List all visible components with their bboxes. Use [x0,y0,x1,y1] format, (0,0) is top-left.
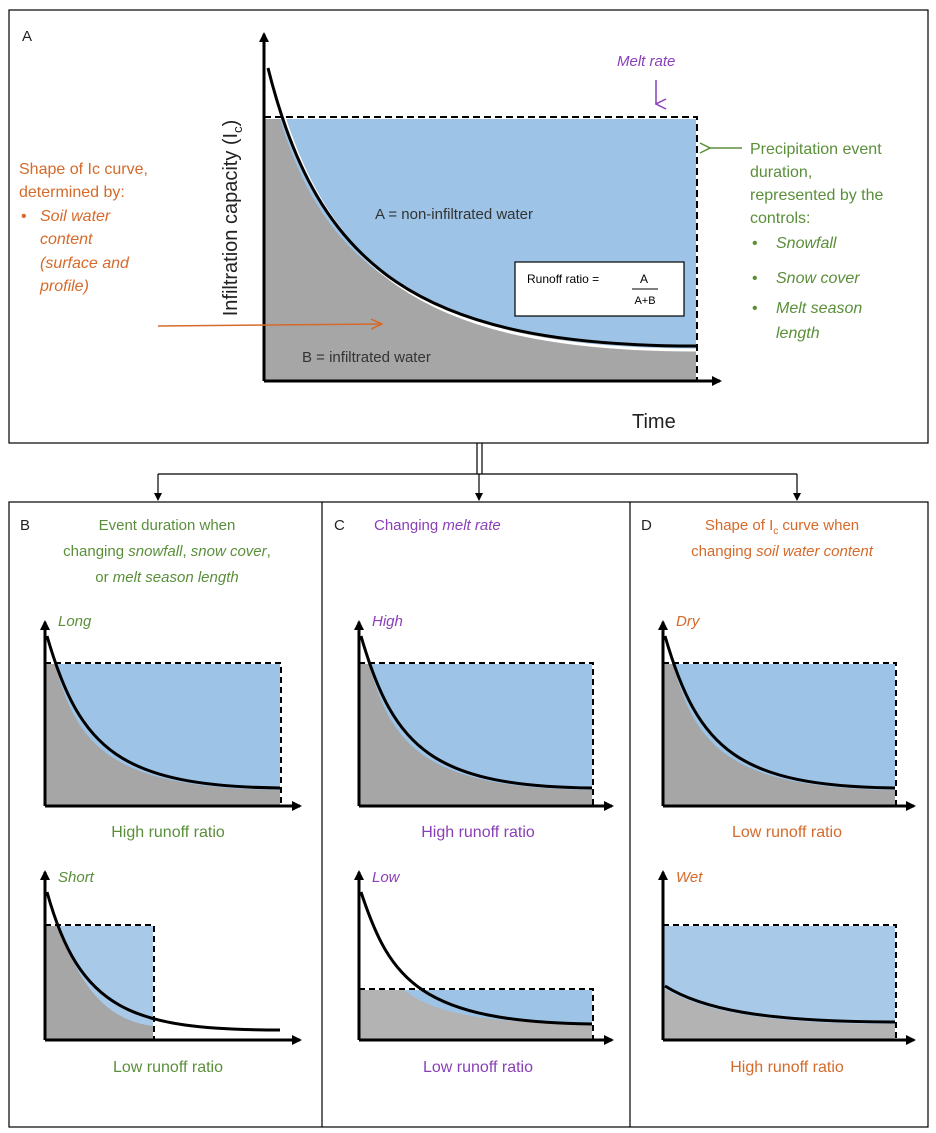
panel-b: B Event duration when changing snowfall,… [20,517,302,1076]
event-duration-note-line1: Precipitation event [750,141,882,158]
panel-d-title-line1: Shape of Ic curve when [705,517,859,537]
panel-d-top-curve [663,635,896,790]
panel-b-bottom-dashed [45,924,155,1040]
panel-d-bottom-gray [663,988,895,1040]
panel-b-title-line2: changing snowfall, snow cover, [63,543,271,560]
panel-c: C Changing melt rate High High runoff ra… [334,517,614,1076]
panel-c-bottom-label: Low [372,869,401,886]
panel-b-top-gray [45,664,280,806]
panel-d-letter: D [641,517,652,534]
ic-shape-note-item4: profile) [39,278,89,295]
panel-c-bottom-curve [359,891,593,1026]
panel-b-title-line1: Event duration when [99,517,236,534]
panel-c-letter: C [334,517,345,534]
ic-shape-arrow [157,324,382,326]
event-duration-bullet-2: • [752,270,758,287]
panel-b-bottom-curve [45,891,281,1032]
panel-d-bottom-caption: High runoff ratio [730,1059,844,1076]
event-duration-bullet-3: • [752,300,758,317]
event-duration-note: Precipitation event duration, represente… [750,141,884,342]
panel-b-bottom-gray [45,926,153,1040]
area-b-fill [264,119,696,381]
panel-b-top-label: Long [58,613,92,630]
runoff-ratio-label: Runoff ratio = [527,272,599,286]
panel-b-letter: B [20,517,30,534]
event-duration-item-snowfall: Snowfall [776,235,837,252]
event-duration-note-line2: duration, [750,164,812,181]
panel-d-title-line2: changing soil water content [691,543,874,560]
ic-shape-note-bullet: • [21,208,27,225]
panel-d-top-caption: Low runoff ratio [732,824,842,841]
panel-c-top-dashed [359,662,594,806]
runoff-ratio-denominator: A+B [634,295,655,307]
ic-curve [266,67,697,348]
panel-d-top-label: Dry [676,613,701,630]
event-duration-item-snow-cover: Snow cover [776,270,860,287]
ic-shape-note-line2: determined by: [19,184,125,201]
ic-shape-note-item2: content [40,231,93,248]
panel-c-bottom-caption: Low runoff ratio [423,1059,533,1076]
panel-b-title-line3: or melt season length [95,569,238,586]
ic-shape-note-item1: Soil water [40,208,111,225]
connectors [154,443,801,501]
panel-a-y-label: Infiltration capacity (Ic) [220,120,245,317]
panel-d-top-dashed [663,662,897,806]
panel-a-x-label: Time [632,411,676,433]
panel-b-top-curve [45,635,281,790]
panel-c-top-label: High [372,613,403,630]
area-a-label: A = non-infiltrated water [375,206,533,223]
panel-b-bottom-caption: Low runoff ratio [113,1059,223,1076]
panel-a: A Infiltration capacity (Ic) Time Melt r… [8,9,929,444]
ic-shape-note: Shape of Ic curve, determined by: • Soil… [19,161,148,295]
panel-c-top-gray [359,664,592,806]
panel-a-letter: A [22,28,32,45]
panel-d-bottom-label: Wet [676,869,703,886]
panel-c-title: Changing melt rate [374,517,501,534]
area-b-label: B = infiltrated water [302,349,431,366]
panel-b-top-dashed [45,662,282,806]
panel-d-bottom-curve [664,984,896,1024]
runoff-ratio-numerator: A [640,272,648,286]
panel-c-bottom-blue [404,990,592,1024]
event-duration-item-melt-season: Melt season [776,300,862,317]
panel-b-top-caption: High runoff ratio [111,824,225,841]
runoff-ratio-box [514,261,685,317]
event-duration-item-length: length [776,325,820,342]
panel-b-bottom-label: Short [58,869,95,886]
event-duration-bullet-1: • [752,235,758,252]
panel-c-top-caption: High runoff ratio [421,824,535,841]
bottom-panels-frame [8,501,929,1128]
panel-c-bottom-dashed [359,988,594,1040]
melt-rate-label: Melt rate [617,53,675,70]
panel-d-top-gray [663,664,895,806]
event-duration-note-line4: controls: [750,210,810,227]
event-dashed-boundary [264,116,698,381]
ic-shape-note-item3: (surface and [40,255,130,272]
panel-d: D Shape of Ic curve when changing soil w… [641,517,916,1076]
panel-c-top-curve [359,635,593,790]
event-duration-note-line3: represented by the [750,187,884,204]
ic-shape-note-line1: Shape of Ic curve, [19,161,148,178]
panel-d-bottom-dashed [663,924,897,1040]
